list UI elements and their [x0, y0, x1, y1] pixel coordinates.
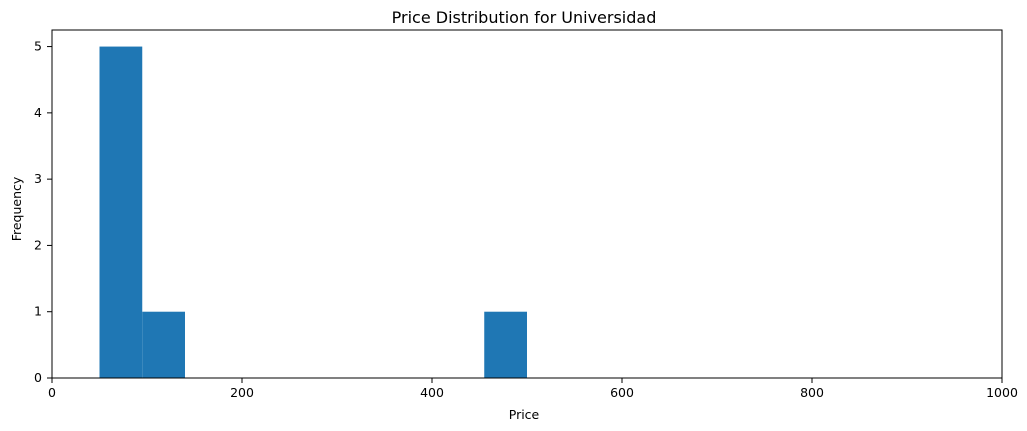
- y-tick-label-3: 3: [34, 171, 42, 186]
- ticks-layer: 0 200 400 600 800 1000 0 1 2 3 4 5: [34, 39, 1018, 400]
- histogram-bar-2: [484, 311, 527, 378]
- x-tick-label-0: 0: [48, 385, 56, 400]
- y-tick-label-1: 1: [34, 304, 42, 319]
- bars-layer: [99, 46, 527, 378]
- x-axis-label: Price: [509, 407, 540, 422]
- chart-title: Price Distribution for Universidad: [392, 8, 657, 27]
- x-tick-label-1: 200: [230, 385, 254, 400]
- x-tick-label-4: 800: [800, 385, 824, 400]
- y-tick-label-0: 0: [34, 370, 42, 385]
- y-axis-label: Frequency: [9, 176, 24, 241]
- x-tick-label-2: 400: [420, 385, 444, 400]
- x-tick-label-3: 600: [610, 385, 634, 400]
- y-tick-label-4: 4: [34, 105, 42, 120]
- y-tick-label-2: 2: [34, 237, 42, 252]
- histogram-bar-0: [99, 46, 143, 378]
- y-tick-label-5: 5: [34, 39, 42, 54]
- x-tick-label-5: 1000: [986, 385, 1018, 400]
- plot-frame: [51, 29, 1003, 379]
- axes-layer: [51, 29, 1003, 379]
- histogram-bar-1: [142, 311, 185, 378]
